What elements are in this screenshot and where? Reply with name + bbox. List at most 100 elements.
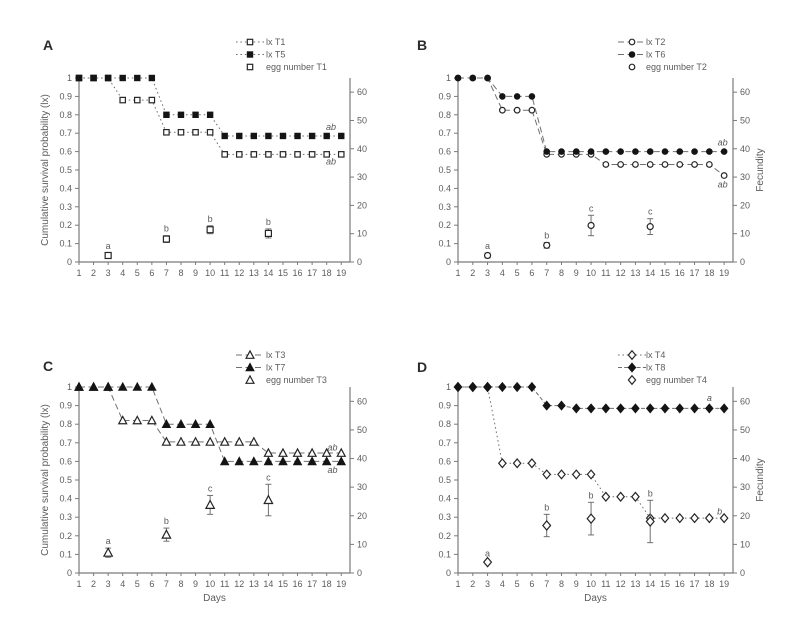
egg-marker: [102, 547, 114, 557]
left-axis-title: Cumulative survival probability (lx): [40, 404, 51, 556]
series-marker: [219, 436, 230, 446]
series-marker: [675, 512, 685, 524]
panel-letter: B: [417, 37, 427, 53]
series-marker: [661, 161, 669, 168]
series-marker: [132, 381, 143, 391]
legend-label: egg number T4: [646, 375, 707, 385]
left-tick-label: 0: [67, 568, 72, 578]
left-tick-label: 0.1: [59, 549, 72, 559]
series-marker: [512, 458, 522, 469]
egg-marker: [263, 494, 274, 505]
series-marker: [104, 74, 112, 82]
series-marker: [205, 436, 216, 446]
egg-marker: [104, 251, 112, 260]
series-marker: [645, 403, 655, 414]
series-marker: [572, 148, 580, 155]
series-marker: [631, 403, 640, 414]
series-marker: [308, 132, 316, 140]
series-marker: [499, 93, 506, 100]
right-tick-label: 40: [357, 454, 367, 464]
left-tick-label: 0.1: [59, 239, 72, 249]
legend-marker: [245, 362, 255, 372]
legend-label: lx T6: [646, 50, 665, 60]
series-marker: [249, 456, 259, 466]
end-label: ab: [326, 122, 336, 132]
series-marker: [543, 148, 551, 155]
series-marker: [527, 458, 537, 469]
series-marker: [190, 436, 201, 446]
right-tick-label: 40: [740, 454, 750, 464]
series-marker: [557, 400, 566, 411]
right-tick-label: 30: [740, 482, 750, 492]
egg-marker: [645, 516, 655, 527]
chart-panel-d: 00.10.20.30.40.50.60.70.80.911 2 3 4 5 6 7 8 9 10…: [417, 349, 766, 604]
series-marker: [148, 74, 156, 82]
series-marker: [235, 151, 243, 158]
x-tick-label: 8: [559, 579, 564, 589]
series-marker: [513, 93, 521, 100]
right-tick-label: 20: [740, 511, 750, 521]
egg-marker: [586, 513, 596, 525]
left-tick-label: 0: [67, 257, 72, 267]
series-marker: [483, 381, 492, 393]
x-tick-label: 9: [193, 579, 198, 589]
series-marker: [690, 403, 699, 414]
left-tick-label: 0.7: [59, 438, 72, 448]
right-tick-label: 10: [357, 539, 367, 549]
x-tick-label: 14: [263, 268, 273, 278]
x-tick-label: 10: [205, 579, 215, 589]
x-tick-label: 11: [601, 579, 610, 589]
series-marker: [469, 74, 477, 82]
significance-label: c: [589, 203, 594, 213]
left-axis-title: Cumulative survival probability (lx): [40, 94, 51, 246]
legend-label: lx T4: [646, 350, 665, 360]
series-marker: [586, 469, 596, 480]
x-tick-label: 12: [616, 268, 626, 278]
series-marker: [571, 469, 581, 480]
series-marker: [661, 148, 669, 155]
x-tick-label: 9: [574, 579, 579, 589]
left-tick-label: 0.9: [438, 91, 451, 101]
series-marker: [558, 148, 565, 155]
series-marker: [176, 436, 186, 446]
series-marker: [512, 381, 522, 393]
left-tick-label: 0.4: [438, 494, 451, 504]
left-tick-label: 0.5: [59, 165, 72, 175]
egg-marker: [587, 221, 595, 230]
x-tick-label: 4: [120, 268, 125, 278]
series-marker: [631, 491, 640, 502]
x-tick-label: 7: [544, 268, 549, 278]
chart-panel-a: 00.10.20.30.40.50.60.70.80.911 2 3 4 5 6 7 8 9 10…: [40, 37, 367, 278]
series-marker: [119, 96, 127, 104]
end-label: ab: [718, 180, 728, 190]
left-tick-label: 0.4: [59, 494, 72, 504]
legend-marker: [246, 51, 254, 58]
right-tick-label: 50: [357, 115, 367, 125]
series-marker: [146, 415, 157, 425]
x-tick-label: 13: [630, 268, 640, 278]
end-label: ab: [326, 157, 336, 167]
series-marker: [602, 161, 610, 168]
x-tick-label: 18: [322, 579, 332, 589]
x-tick-label: 16: [675, 268, 685, 278]
left-tick-label: 0.7: [59, 128, 72, 138]
x-tick-label: 12: [234, 579, 244, 589]
series-marker: [119, 74, 126, 82]
left-tick-label: 0.1: [438, 239, 451, 249]
x-tick-label: 7: [544, 579, 549, 589]
series-marker: [616, 491, 626, 502]
significance-label: b: [164, 224, 169, 234]
right-tick-label: 40: [740, 144, 750, 154]
series-marker: [484, 74, 491, 82]
x-tick-label: 5: [135, 579, 140, 589]
legend-marker: [628, 63, 636, 71]
series-marker: [117, 381, 128, 391]
legend-label: lx T5: [266, 50, 285, 60]
x-tick-label: 17: [690, 268, 700, 278]
left-tick-label: 0.7: [438, 128, 451, 138]
x-tick-label: 17: [690, 579, 700, 589]
series-marker: [163, 128, 170, 136]
series-marker: [248, 436, 259, 446]
series-marker: [528, 93, 536, 100]
